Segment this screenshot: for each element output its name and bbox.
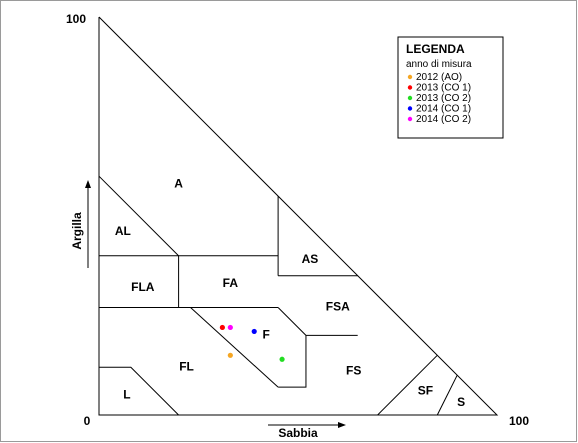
data-points (219, 324, 285, 362)
legend-items: 2012 (AO)2013 (CO 1)2013 (CO 2)2014 (CO … (407, 72, 471, 125)
data-point-4-1 (251, 328, 257, 335)
region-boundary-12 (436, 374, 458, 416)
region-boundary-11 (377, 354, 438, 416)
x-axis-label: Sabbia (278, 426, 318, 440)
region-label-sf: SF (418, 383, 433, 397)
legend: LEGENDA anno di misura 2012 (AO)2013 (CO… (397, 36, 504, 139)
origin-tick-label: 0 (84, 414, 91, 428)
axes: 100 0 100 Sabbia Argilla (66, 12, 529, 440)
region-label-al: AL (115, 224, 131, 238)
legend-marker-3 (407, 95, 413, 101)
x-axis-arrow-head (338, 422, 346, 428)
legend-label-5: 2014 (CO 2) (416, 114, 471, 125)
region-label-fs: FS (346, 363, 361, 377)
legend-title: LEGENDA (406, 42, 465, 56)
region-boundary-8 (278, 335, 307, 388)
data-point-3-1 (279, 356, 285, 362)
region-label-fla: FLA (131, 280, 155, 294)
region-label-fl: FL (179, 359, 194, 373)
region-boundary-9 (190, 307, 279, 388)
triangle-outline (98, 16, 499, 416)
legend-label-4: 2014 (CO 1) (416, 104, 471, 115)
x-max-tick-label: 100 (509, 414, 529, 428)
region-boundaries (98, 16, 499, 416)
data-point-5-1 (227, 324, 233, 331)
region-boundary-10 (99, 366, 179, 416)
data-point-1-1 (227, 352, 233, 358)
legend-marker-4 (407, 106, 413, 111)
y-max-tick-label: 100 (66, 12, 86, 26)
legend-label-2: 2013 (CO 1) (416, 83, 471, 94)
legend-label-3: 2013 (CO 2) (416, 93, 471, 104)
region-labels: A AL AS FLA FA FSA F FL FS L SF S (115, 176, 465, 409)
region-label-fsa: FSA (326, 300, 350, 314)
region-label-l: L (123, 387, 130, 401)
region-label-as: AS (302, 252, 319, 266)
legend-subtitle: anno di misura (406, 59, 472, 70)
y-axis-label: Argilla (70, 212, 84, 250)
legend-box (397, 36, 504, 139)
y-axis-arrow-head (85, 180, 91, 188)
legend-marker-2 (407, 85, 413, 90)
legend-marker-5 (407, 116, 413, 122)
region-boundary-1 (98, 175, 179, 257)
region-label-s: S (457, 395, 465, 409)
region-label-a: A (174, 176, 183, 190)
data-point-2-1 (219, 324, 225, 331)
region-label-f: F (262, 328, 269, 342)
legend-marker-1 (407, 74, 413, 80)
region-label-fa: FA (223, 276, 239, 290)
legend-label-1: 2012 (AO) (416, 72, 462, 83)
